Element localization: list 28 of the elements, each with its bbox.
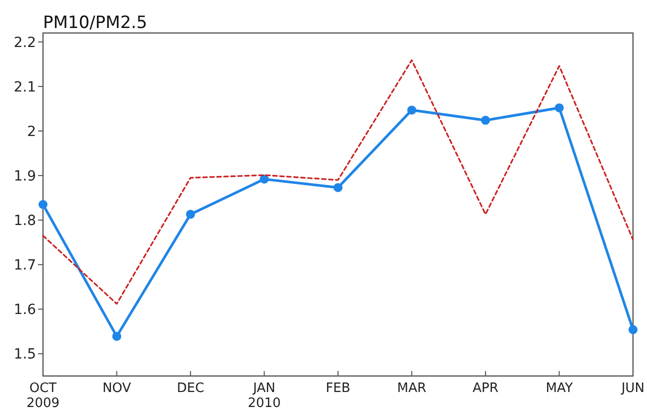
y-tick-label: 2: [27, 124, 36, 140]
line-series: [42, 59, 634, 305]
y-tick-label: 1.6: [14, 302, 36, 318]
point: [186, 210, 195, 219]
point: [260, 174, 269, 184]
point: [334, 183, 342, 192]
y-tick-label: 1.7: [14, 258, 36, 274]
x-tick-label: MAR: [397, 381, 426, 396]
y-tick-label: 2.1: [14, 79, 36, 96]
y-tick-label: 2.2: [14, 34, 36, 51]
x-tick-label: NOV: [102, 381, 132, 396]
chart-title: PM10/PM2.5: [43, 13, 148, 33]
y-tick-label: 1.8: [14, 212, 36, 229]
x-tick-label: OCT 2009: [26, 381, 60, 411]
x-tick-label: JUN: [620, 381, 645, 396]
point: [407, 106, 416, 115]
point: [481, 116, 490, 125]
x-tick-label: DEC: [176, 381, 204, 396]
point: [628, 325, 638, 334]
point: [38, 200, 48, 209]
y-tick-label: 1.9: [14, 168, 36, 184]
x-tick-label: APR: [472, 381, 498, 396]
x-tick-label: MAY: [546, 381, 573, 396]
point: [554, 103, 564, 112]
point: [112, 332, 122, 341]
y-tick-label: 1.5: [14, 346, 36, 363]
x-tick-label: FEB: [326, 381, 350, 396]
x-tick-label: JAN 2010: [248, 381, 281, 411]
